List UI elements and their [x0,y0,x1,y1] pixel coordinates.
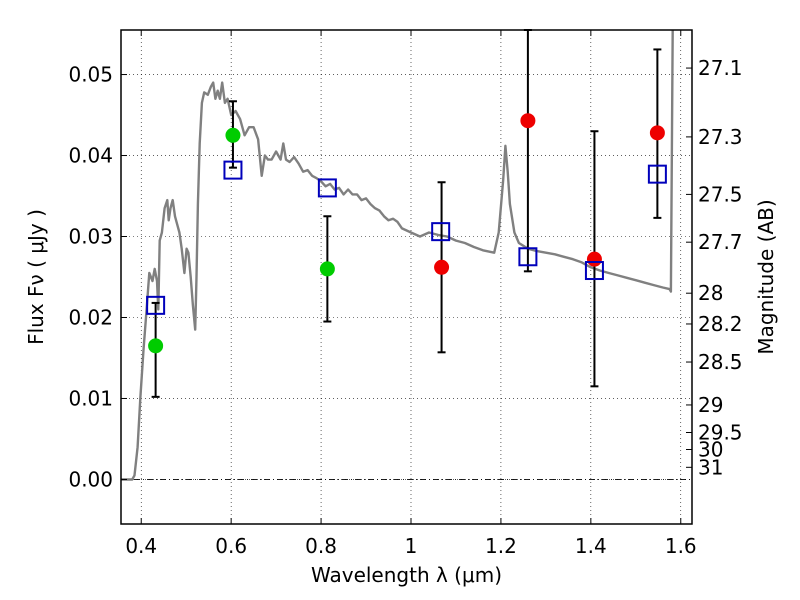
model-flux-square [584,261,604,281]
observed-flux-point [225,127,241,143]
y-tick-label: 0.04 [68,144,113,168]
magnitude-tick-label: 27.5 [698,182,743,206]
model-flux-square [647,164,667,184]
y-tick-labels: 0.00 0.01 0.02 0.03 0.04 0.05 [68,63,113,492]
magnitude-tick-label: 27.3 [698,125,743,149]
observed-fluxes [148,113,665,354]
magnitude-tick-label: 28.2 [698,312,743,336]
model-flux-square [518,247,538,267]
error-bars [151,29,662,398]
x-tick-label: 1 [405,534,418,558]
spectrum-line [121,29,674,481]
observed-flux-point [649,125,665,141]
magnitude-tick-label: 29.5 [698,420,743,444]
x-tick-label: 1.6 [665,534,697,558]
model-spectrum [121,29,674,481]
observed-flux-point [520,113,536,129]
x-tick-label: 1.4 [575,534,607,558]
model-flux-square [223,160,243,180]
magnitude-tick-label: 28.5 [698,350,743,374]
axis-ticks [121,30,692,524]
y-tick-label: 0.01 [68,386,113,410]
observed-flux-point [319,261,335,277]
observed-flux-point [148,338,164,354]
x-tick-label: 0.6 [215,534,247,558]
x-tick-labels: 0.4 0.6 0.8 1 1.2 1.4 1.6 [125,534,696,558]
grid-lines [121,30,692,524]
observed-flux-point [434,259,450,275]
magnitude-tick-label: 30 [698,437,723,461]
magnitude-tick-label: 31 [698,455,723,479]
x-tick-label: 0.4 [125,534,157,558]
model-flux-square [431,222,451,242]
model-flux-square [317,178,337,198]
y-tick-label: 0.00 [68,467,113,491]
observed-flux-point [586,251,602,267]
x-axis-title: Wavelength λ (μm) [311,563,502,587]
y-tick-label: 0.02 [68,305,113,329]
model-flux-square [146,295,166,315]
model-bandpass-fluxes [146,160,667,315]
magnitude-tick-label: 27.7 [698,230,743,254]
x-tick-label: 1.2 [485,534,517,558]
y2-axis-title: Magnitude (AB) [754,199,778,354]
magnitude-tick-label: 29 [698,393,723,417]
plot-frame [120,29,693,525]
y-axis-title: Flux Fν ( μJy ) [24,209,48,345]
magnitude-tick-label: 27.1 [698,56,743,80]
y-tick-label: 0.03 [68,225,113,249]
y-tick-label: 0.05 [68,63,113,87]
magnitude-tick-label: 28 [698,281,723,305]
x-tick-label: 0.8 [305,534,337,558]
